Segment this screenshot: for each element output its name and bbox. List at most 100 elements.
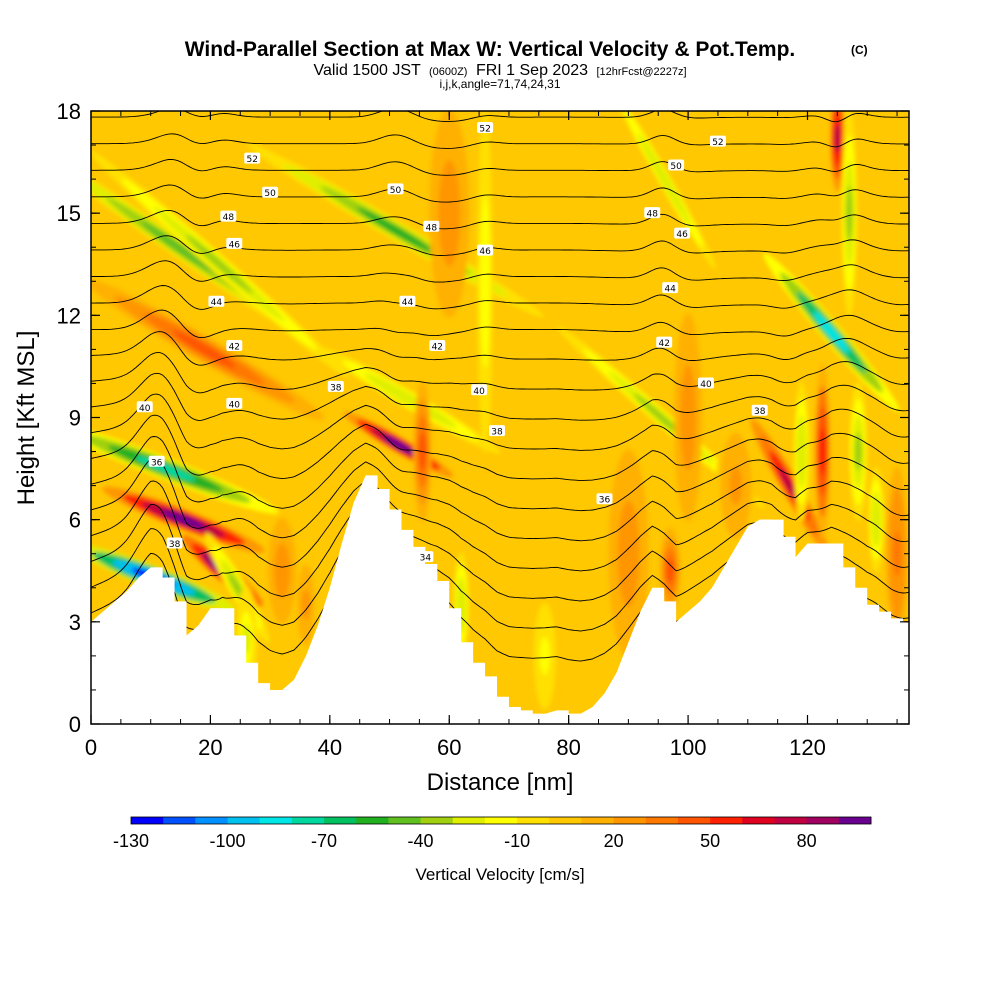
x-tick-label: 0 [85,735,97,760]
isentrope-51 [91,158,909,176]
colorbar-swatch [774,817,808,824]
w-feature-25-level-3 [778,467,801,504]
contour-label-10: 40 [697,377,714,390]
w-feature-11-level-3 [383,435,414,454]
svg-text:50: 50 [670,162,682,172]
isentrope-47 [91,260,909,283]
w-feature-10-level-3 [301,590,311,620]
colorbar-tick-label: -70 [311,831,337,851]
svg-text:52: 52 [479,125,490,135]
w-feature-29-level-3 [834,123,841,154]
colorbar-swatch [420,817,454,824]
svg-text:42: 42 [229,342,240,352]
colorbar-tick-label: 50 [700,831,720,851]
svg-text:48: 48 [426,223,438,233]
contour-label-0: 34 [417,551,434,564]
svg-text:46: 46 [229,240,241,250]
contour-label-6: 38 [751,404,768,417]
contour-label-5: 38 [489,425,506,438]
valid-date: FRI 1 Sep 2023 [476,62,588,79]
contour-label-1: 36 [148,455,165,468]
w-feature-19-level-3 [621,526,635,582]
colorbar-frame [130,816,872,825]
y-tick-label: 15 [57,201,81,226]
contour-label-27: 52 [477,122,494,135]
x-tick-label: 100 [670,735,707,760]
colorbar-title: Vertical Velocity [cm/s] [415,865,584,884]
colorbar-tick-label: 80 [797,831,817,851]
colorbar-swatch [549,817,582,824]
isentrope-44 [91,331,909,366]
w-feature-15-level-3 [442,185,456,241]
chart-title: Wind-Parallel Section at Max W: Vertical… [185,38,796,61]
w-feature-18-level-3 [539,636,550,675]
contour-label-14: 44 [208,295,225,308]
colorbar-swatch [838,817,872,824]
colorbar-tick-label: -40 [408,831,434,851]
isentrope-53 [91,111,909,123]
colorbar-tick-label: -130 [113,831,149,851]
w-feature-12-level-3 [356,207,435,253]
colorbar-swatch [356,817,389,824]
colorbar-tick-label: -10 [504,831,530,851]
w-feature-24-level-3 [729,466,743,505]
valid-time-line: Valid 1500 JST (0600Z) FRI 1 Sep 2023 [1… [313,62,686,79]
svg-text:44: 44 [211,298,223,308]
isentrope-50 [91,184,909,203]
x-tick-label: 60 [437,735,461,760]
colorbar-swatch [581,817,615,824]
w-feature-21-level-3 [650,155,679,204]
y-tick-label: 6 [69,508,81,533]
colorbar-swatch [484,817,518,824]
grid-indices: i,j,k,angle=71,74,24,31 [439,77,560,91]
y-tick-label: 9 [69,406,81,431]
contour-label-20: 48 [220,210,237,223]
svg-text:40: 40 [139,404,151,414]
svg-text:36: 36 [151,458,163,468]
w-feature-28-level-3 [813,311,850,354]
w-feature-31-level-3 [854,432,863,471]
y-axis-label: Height [Kft MSL] [13,331,40,506]
colorbar-swatch [131,817,164,824]
copyright-mark: (C) [851,43,868,57]
x-tick-label: 40 [318,735,342,760]
w-feature-27-level-3 [818,428,826,475]
isentrope-45 [91,309,909,339]
svg-text:46: 46 [676,230,688,240]
isentrope-39 [91,436,909,512]
contour-label-22: 48 [644,207,661,220]
contour-label-17: 46 [226,237,243,250]
terrain [91,475,909,724]
colorbar-swatch [742,817,775,824]
svg-text:38: 38 [169,540,181,550]
colorbar-swatch [677,817,711,824]
w-feature-9-level-3 [277,555,288,586]
svg-text:42: 42 [658,339,669,349]
contour-label-24: 50 [387,183,404,196]
svg-text:40: 40 [229,400,241,410]
contour-label-13: 42 [656,336,673,349]
svg-text:50: 50 [264,189,276,199]
potential-temperature-contours [91,111,909,662]
isentrope-46 [91,285,909,310]
y-tick-label: 12 [57,303,81,328]
x-tick-label: 80 [556,735,580,760]
svg-text:52: 52 [246,155,257,165]
contour-label-7: 40 [136,401,153,414]
svg-text:40: 40 [700,380,712,390]
valid-utc: (0600Z) [429,66,468,78]
w-feature-32-level-3 [872,504,880,535]
svg-text:44: 44 [664,285,676,295]
contour-label-18: 46 [477,244,494,257]
vertical-velocity-field [91,111,909,714]
plot-area: 34 36 36 38 38 38 38 40 40 40 40 42 42 42 44 44 44 46 46 46… [91,111,909,724]
isentrope-52 [91,133,909,149]
colorbar-swatch [452,817,486,824]
contour-labels: 34 36 36 38 38 38 38 40 40 40 40 42 42 42 44 44 44 46 46 46… [136,122,768,564]
svg-text:44: 44 [402,298,414,308]
contour-label-2: 36 [596,493,613,506]
isentrope-40 [91,414,909,482]
contour-label-9: 40 [471,384,488,397]
